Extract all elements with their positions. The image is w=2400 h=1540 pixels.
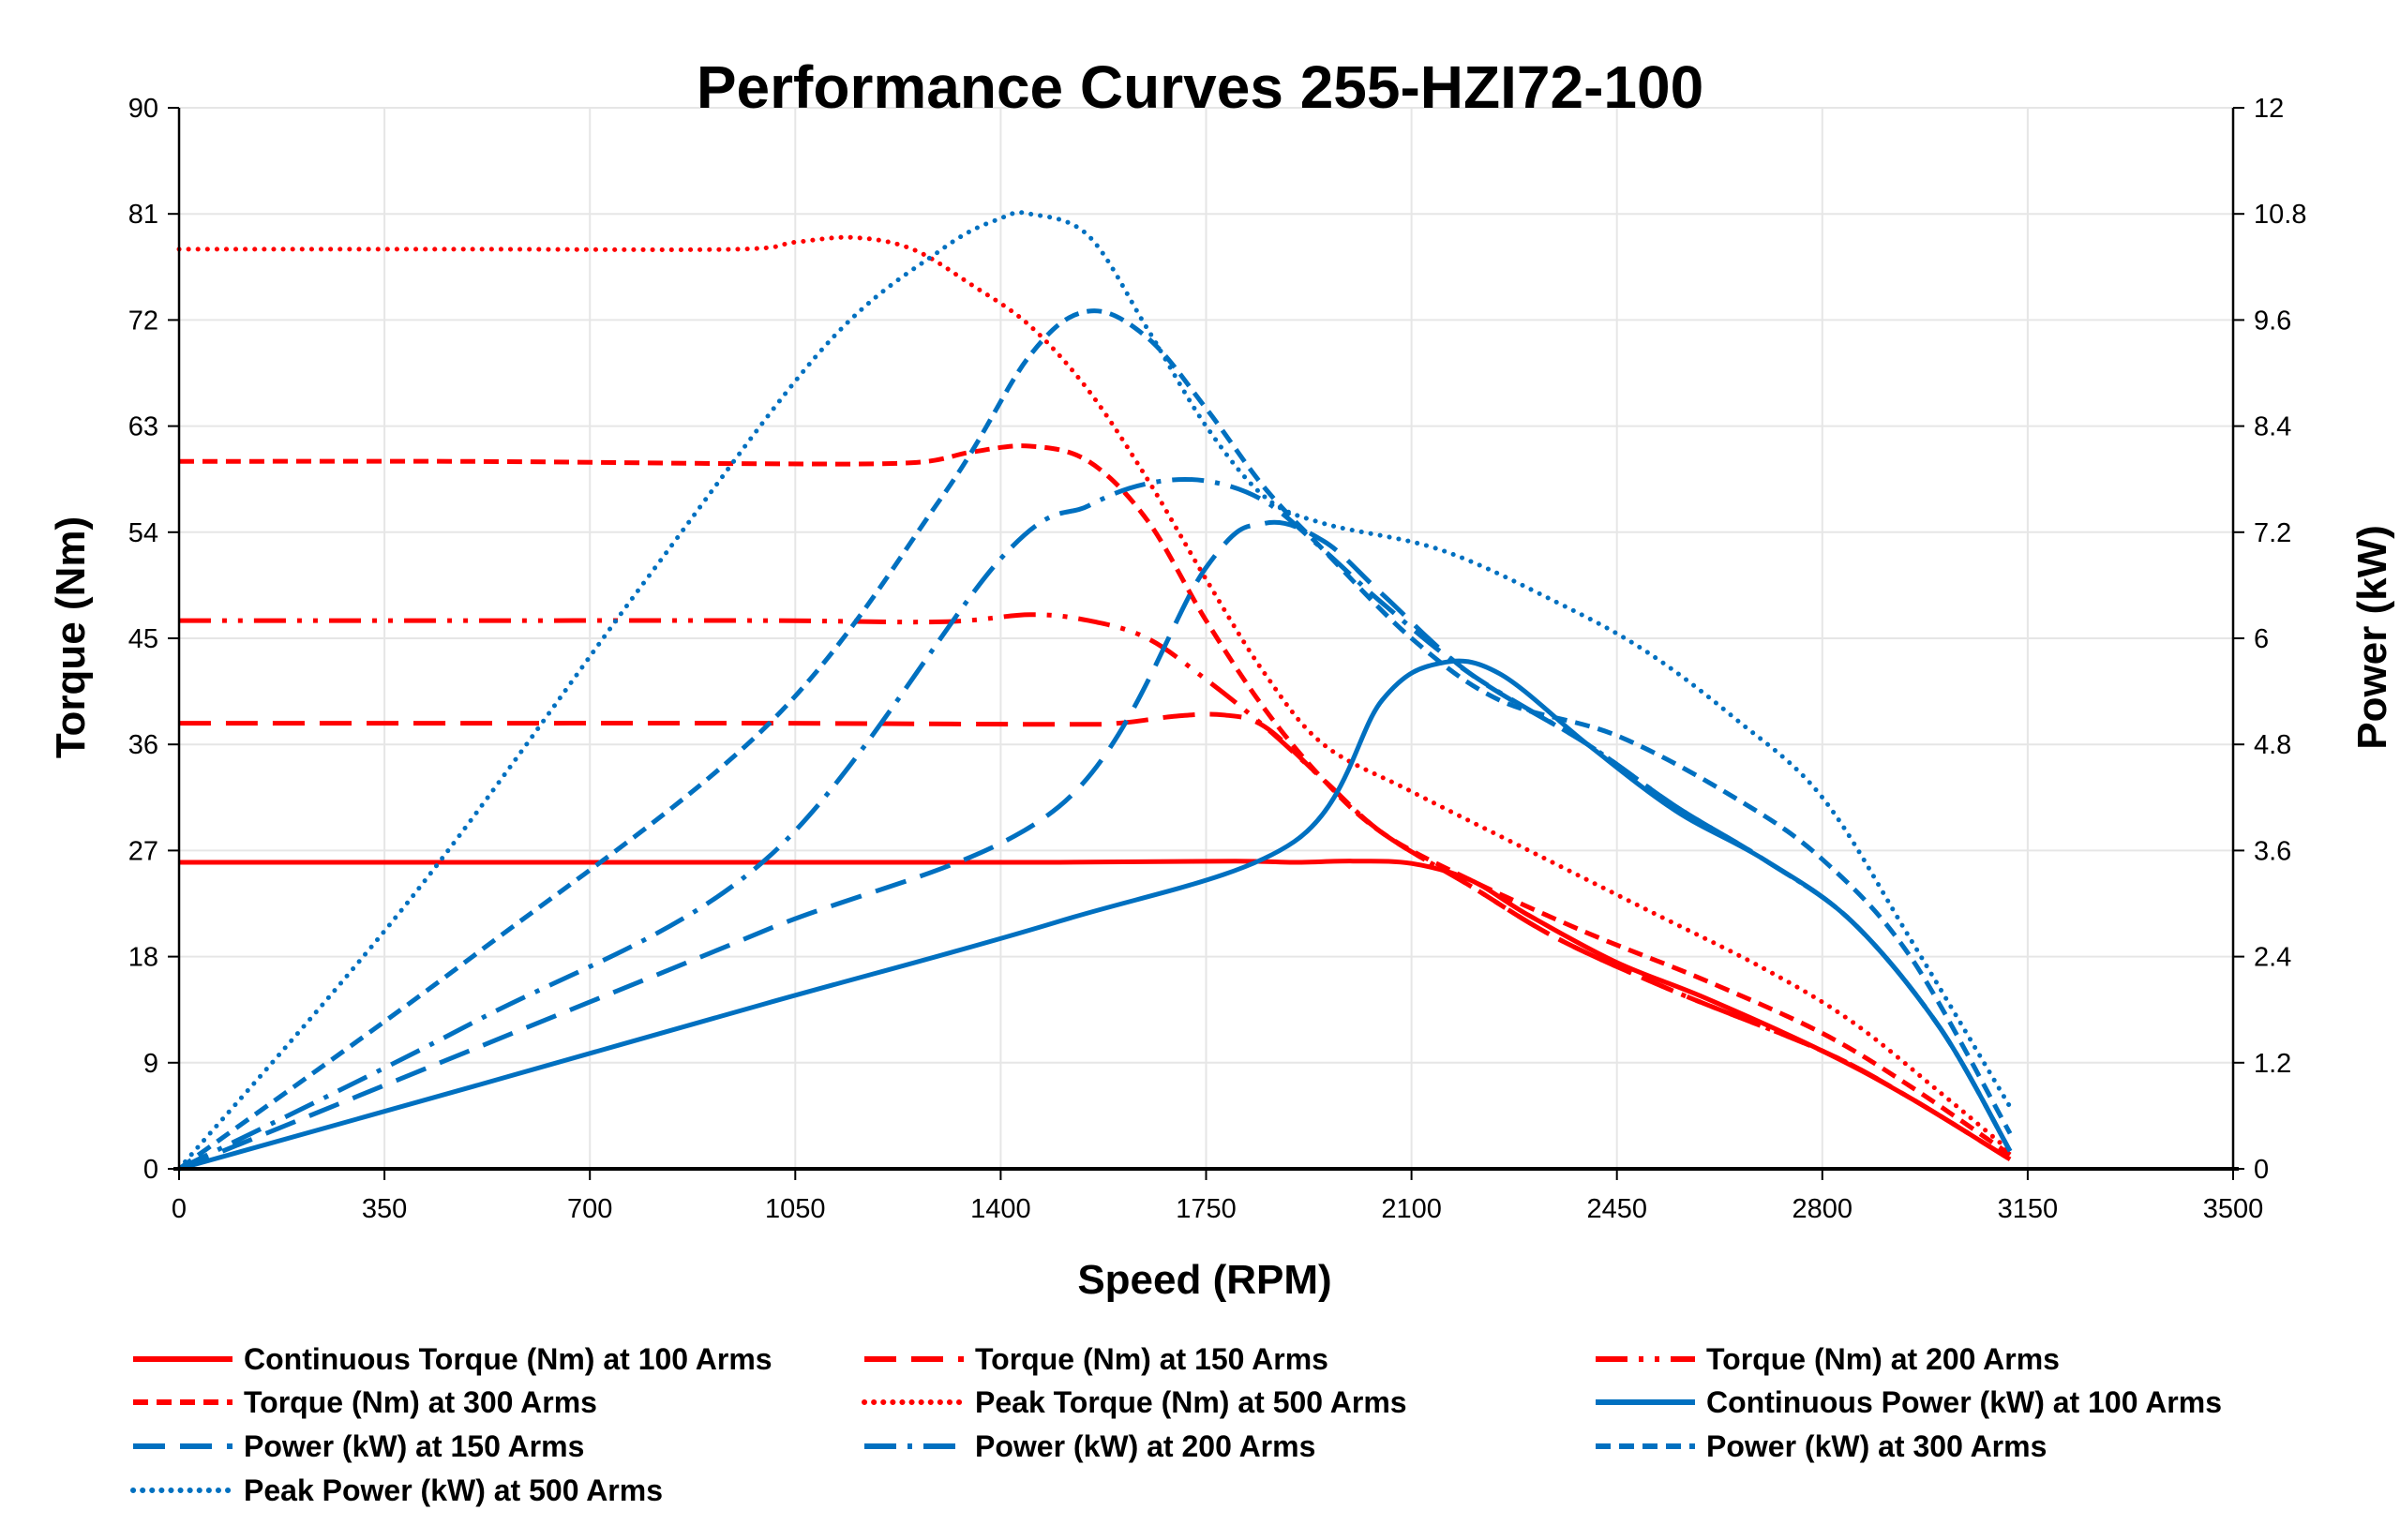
x-tick-label: 700	[567, 1194, 612, 1224]
legend-label: Torque (Nm) at 150 Arms	[975, 1342, 1328, 1376]
legend-label: Power (kW) at 300 Arms	[1706, 1429, 2047, 1463]
series-line	[176, 234, 2013, 1154]
y-tick-label: 9	[143, 1049, 158, 1079]
legend-label: Continuous Torque (Nm) at 100 Arms	[244, 1342, 772, 1376]
x-tick-label: 3500	[2203, 1194, 2264, 1224]
x-tick-label: 2800	[1792, 1194, 1853, 1224]
series-line	[177, 308, 2013, 1172]
y-tick-label: 81	[128, 200, 158, 230]
x-tick-label: 350	[362, 1194, 407, 1224]
x-axis-title: Speed (RPM)	[1077, 1257, 1331, 1303]
y-tick-label: 18	[128, 943, 158, 973]
y2-tick-label: 0	[2254, 1155, 2269, 1185]
y-tick-label: 27	[128, 836, 158, 866]
y2-tick-label: 2.4	[2254, 943, 2291, 973]
series-line	[178, 658, 2013, 1172]
legend: Continuous Torque (Nm) at 100 Arms Torque…	[130, 1342, 2222, 1507]
y2-tick-label: 3.6	[2254, 836, 2291, 866]
y2-tick-label: 7.2	[2254, 518, 2291, 548]
legend-label: Torque (Nm) at 200 Arms	[1706, 1342, 2060, 1376]
legend-label: Peak Torque (Nm) at 500 Arms	[975, 1385, 1407, 1419]
x-tick-label: 2100	[1381, 1194, 1442, 1224]
y2-tick-label: 12	[2254, 94, 2284, 124]
x-tick-label: 3150	[1998, 1194, 2059, 1224]
y-tick-label: 36	[128, 730, 158, 760]
gridlines	[179, 107, 2234, 1169]
x-tick-label: 1400	[970, 1194, 1031, 1224]
y2-tick-label: 9.6	[2254, 306, 2291, 336]
y2-tick-label: 1.2	[2254, 1049, 2291, 1079]
x-tick-label: 1050	[765, 1194, 826, 1224]
axes: 0 350 700 1050 1400 1750 2100 2450 2800 3150 3500 0…	[128, 94, 2307, 1224]
chart-title: Performance Curves 255-HZI72-100	[697, 53, 1703, 121]
x-tick-label: 1750	[1176, 1194, 1237, 1224]
x-tick-label: 2450	[1586, 1194, 1647, 1224]
series-line	[176, 210, 2013, 1172]
series-line	[178, 859, 2012, 1162]
y-tick-label: 63	[128, 412, 158, 442]
y-tick-label: 45	[128, 624, 158, 654]
legend-label: Continuous Power (kW) at 100 Arms	[1706, 1385, 2222, 1419]
legend-label: Torque (Nm) at 300 Arms	[244, 1385, 597, 1419]
y2-tick-label: 4.8	[2254, 730, 2291, 760]
y2-tick-label: 10.8	[2254, 200, 2306, 230]
y-tick-label: 90	[128, 94, 158, 124]
legend-label: Peak Power (kW) at 500 Arms	[244, 1473, 663, 1507]
y2-axis-title: Power (kW)	[2349, 525, 2395, 750]
y-tick-label: 0	[143, 1155, 158, 1185]
series-line	[178, 443, 2012, 1157]
y-tick-label: 72	[128, 306, 158, 336]
x-tick-label: 0	[172, 1194, 187, 1224]
legend-label: Power (kW) at 200 Arms	[975, 1429, 1315, 1463]
y2-tick-label: 8.4	[2254, 412, 2291, 442]
series-lines	[176, 210, 2013, 1172]
series-line	[178, 612, 2012, 1162]
series-line	[179, 711, 2012, 1162]
y-axis-title: Torque (Nm)	[48, 516, 94, 758]
y2-tick-label: 6	[2254, 624, 2269, 654]
legend-label: Power (kW) at 150 Arms	[244, 1429, 584, 1463]
series-line	[177, 476, 2013, 1172]
y-tick-label: 54	[128, 518, 158, 548]
